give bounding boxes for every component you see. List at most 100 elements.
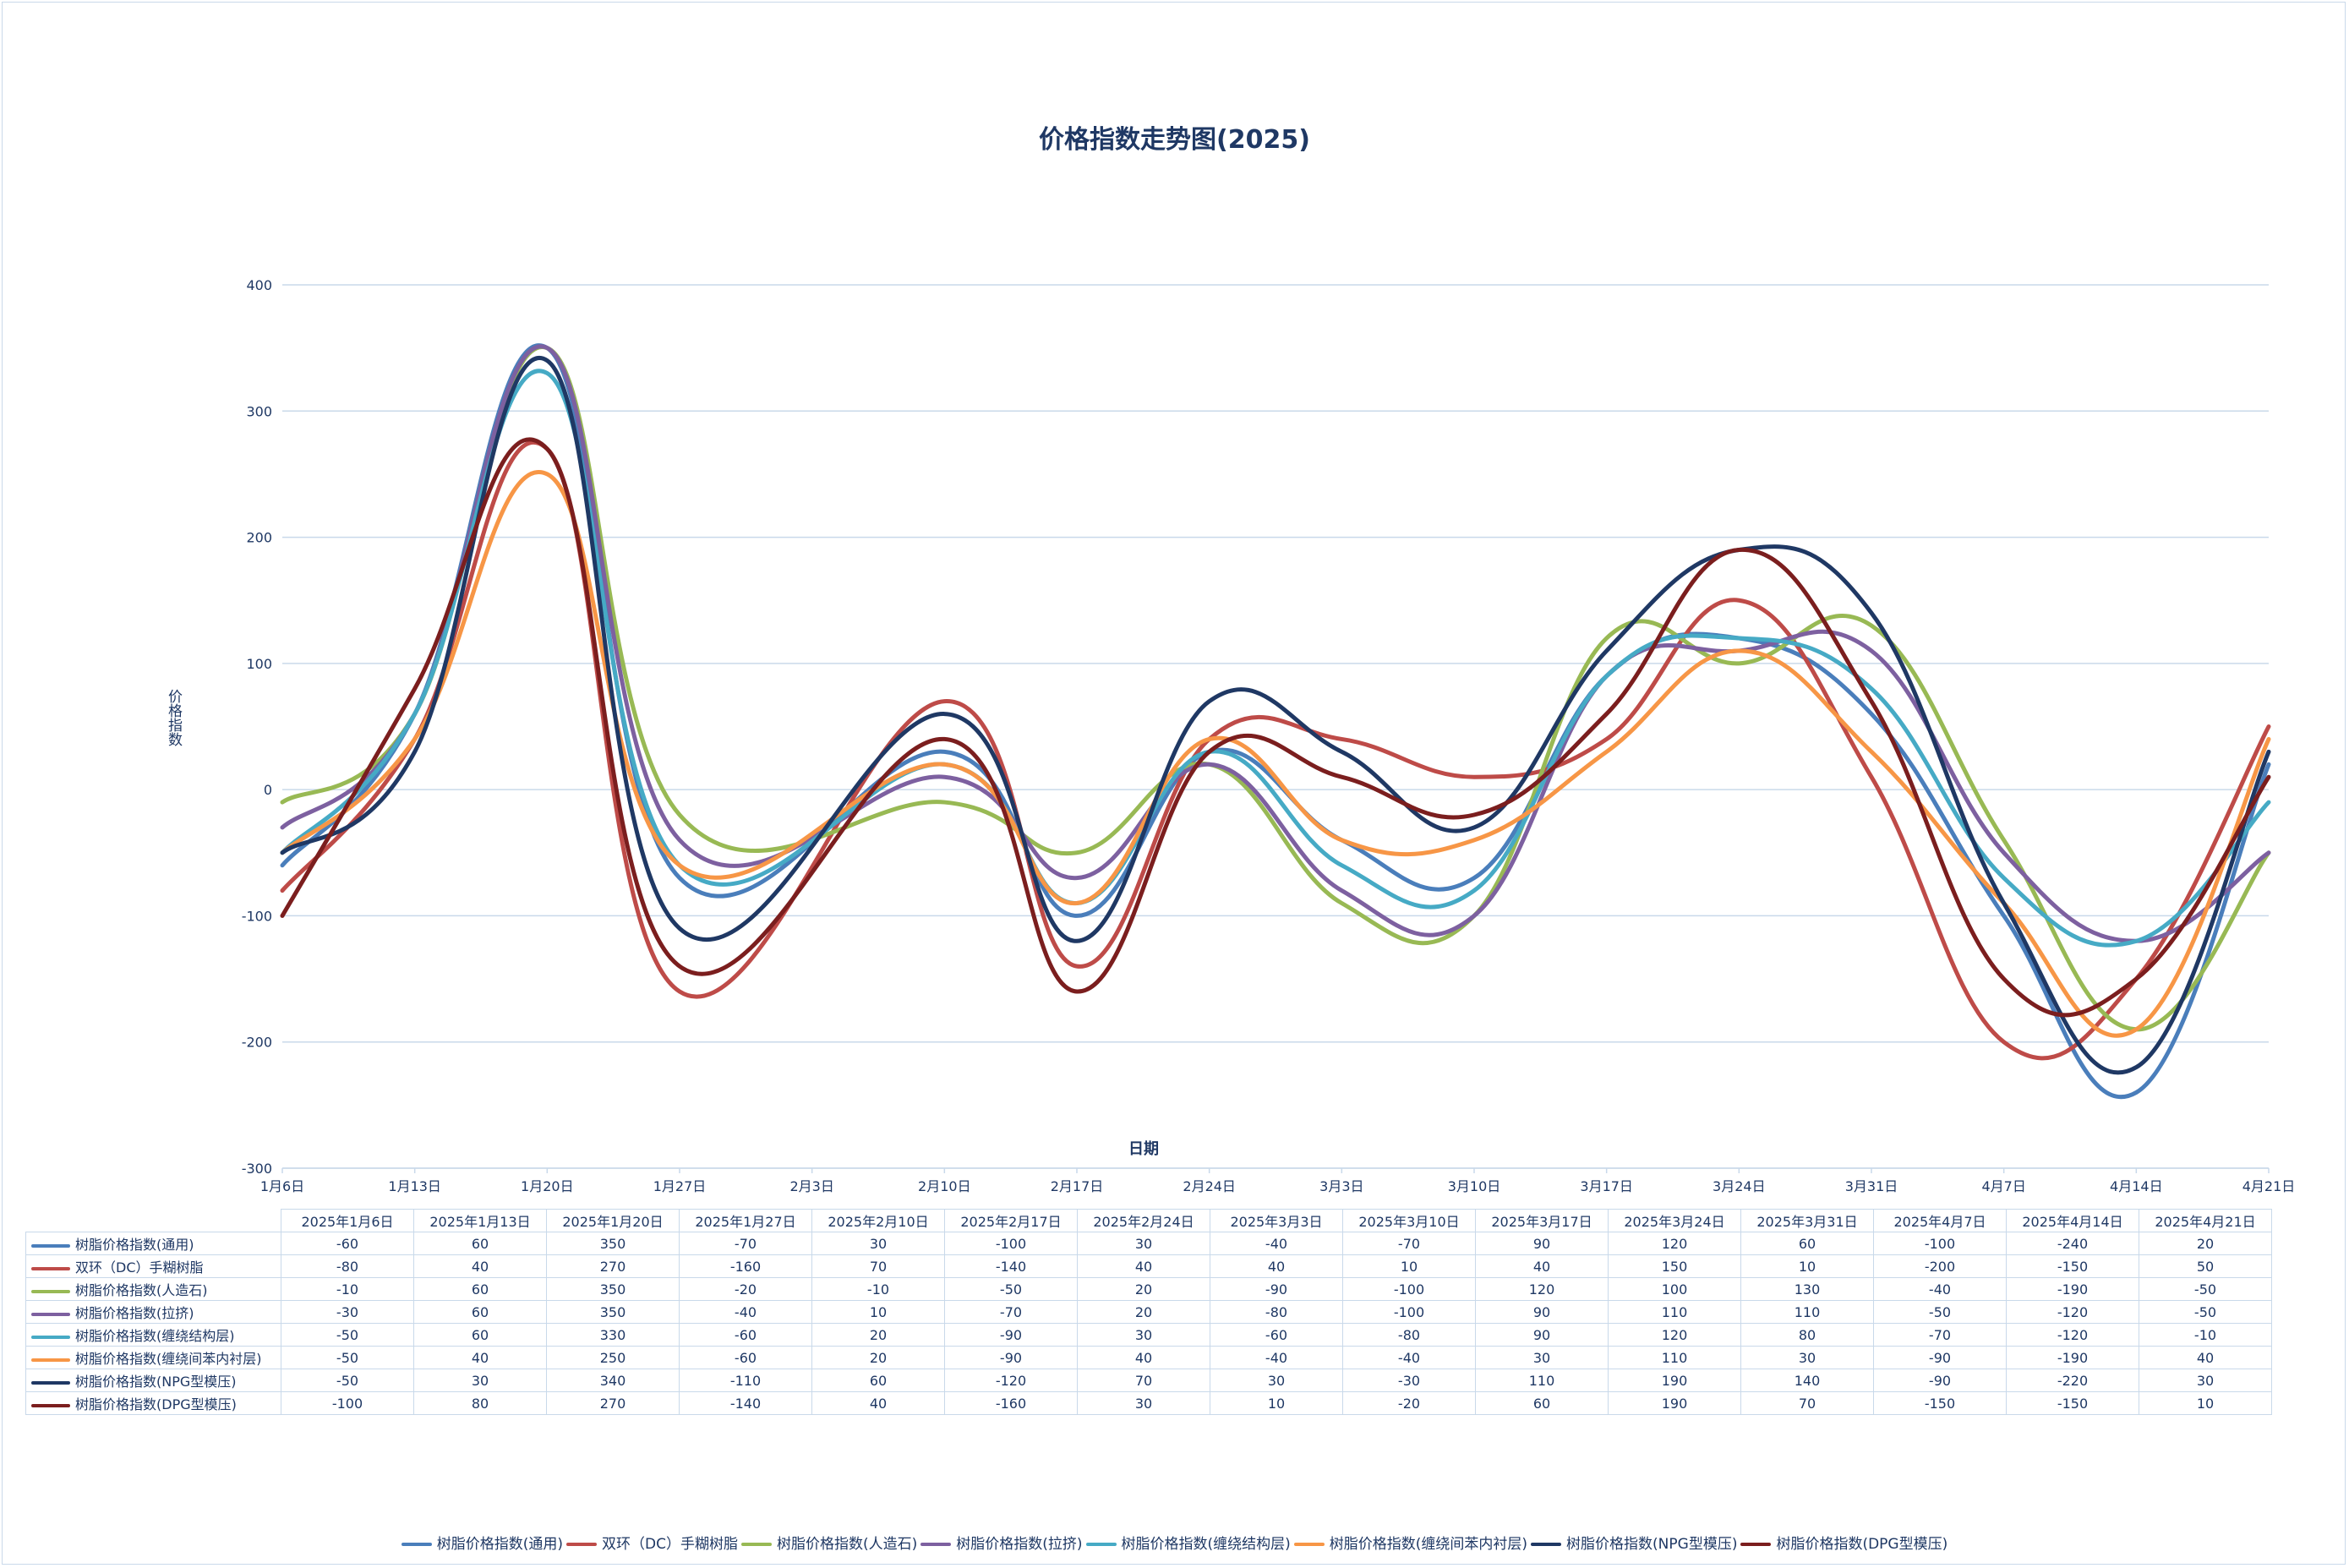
series-swatch <box>31 1403 70 1407</box>
table-cell: -40 <box>1210 1232 1343 1255</box>
table-cell: -60 <box>281 1232 414 1255</box>
series-swatch <box>31 1380 70 1385</box>
table-cell: 330 <box>546 1323 680 1347</box>
table-cell: 40 <box>1077 1254 1210 1278</box>
series-swatch <box>31 1243 70 1248</box>
table-cell: -60 <box>679 1346 812 1369</box>
x-tick-label: 2月17日 <box>1051 1178 1104 1194</box>
table-cell: 40 <box>413 1254 547 1278</box>
table-cell: -50 <box>281 1346 414 1369</box>
table-cell: 40 <box>413 1346 547 1369</box>
table-cell: 30 <box>2139 1369 2272 1392</box>
table-cell: 120 <box>1608 1232 1741 1255</box>
table-cell: 60 <box>413 1300 547 1324</box>
legend-item: 双环（DC）手糊树脂 <box>566 1532 738 1553</box>
table-cell: -190 <box>2006 1277 2139 1301</box>
table-cell: 110 <box>1475 1369 1609 1392</box>
x-tick-label: 4月14日 <box>2110 1178 2163 1194</box>
table-cell: -140 <box>944 1254 1078 1278</box>
line-chart: 400 300 200 100 0 -100 -200 -300 1月6日 1月13日 1月20日… <box>242 277 2296 1194</box>
table-cell: 20 <box>1077 1300 1210 1324</box>
legend-label: 树脂价格指数(NPG型模压) <box>1566 1536 1738 1553</box>
table-column-header: 2025年2月24日 <box>1077 1209 1210 1232</box>
table-column-header: 2025年3月10日 <box>1342 1209 1476 1232</box>
table-cell: 80 <box>1740 1323 1874 1347</box>
table-cell: 10 <box>811 1300 945 1324</box>
table-cell: -90 <box>944 1346 1078 1369</box>
table-cell: 30 <box>1077 1232 1210 1255</box>
table-cell: -200 <box>1873 1254 2007 1278</box>
y-axis-label: 价格指数 <box>165 689 182 746</box>
legend-label: 树脂价格指数(DPG型模压) <box>1776 1536 1948 1553</box>
table-cell: 40 <box>1077 1346 1210 1369</box>
table-cell: 30 <box>413 1369 547 1392</box>
y-tick-label: 300 <box>246 403 272 419</box>
series-line-4 <box>280 344 2271 943</box>
legend-label: 树脂价格指数(缠绕间苯内衬层) <box>1329 1536 1528 1553</box>
legend-swatch <box>1085 1543 1117 1546</box>
table-cell: 50 <box>2139 1254 2272 1278</box>
legend-item: 树脂价格指数(缠绕间苯内衬层) <box>1293 1532 1528 1553</box>
table-cell: 20 <box>2139 1232 2272 1255</box>
table-cell: 70 <box>1077 1369 1210 1392</box>
table-cell: -160 <box>944 1391 1078 1415</box>
legend-label: 双环（DC）手糊树脂 <box>602 1536 738 1553</box>
table-row-label: 树脂价格指数(缠绕间苯内衬层) <box>25 1346 281 1369</box>
table-cell: 30 <box>1740 1346 1874 1369</box>
table-row-label: 树脂价格指数(通用) <box>25 1232 281 1255</box>
table-cell: 350 <box>546 1277 680 1301</box>
table-cell: -70 <box>1342 1232 1476 1255</box>
legend-item: 树脂价格指数(拉挤) <box>920 1532 1083 1553</box>
table-cell: 70 <box>811 1254 945 1278</box>
table-cell: -150 <box>1873 1391 2007 1415</box>
table-cell: 80 <box>413 1391 547 1415</box>
table-cell: -100 <box>944 1232 1078 1255</box>
table-cell: -100 <box>281 1391 414 1415</box>
x-tick-label: 2月24日 <box>1183 1178 1236 1194</box>
table-row: 树脂价格指数(人造石) -10 60 350 -20 -10 -50 20 -90 -100 120… <box>25 1277 2272 1301</box>
table-cell: 40 <box>2139 1346 2272 1369</box>
table-cell: -40 <box>679 1300 812 1324</box>
table-cell: 340 <box>546 1369 680 1392</box>
table-cell: -80 <box>281 1254 414 1278</box>
table-cell: 100 <box>1608 1277 1741 1301</box>
table-cell: -30 <box>281 1300 414 1324</box>
table-cell: 250 <box>546 1346 680 1369</box>
legend-label: 树脂价格指数(缠绕结构层) <box>1121 1536 1291 1553</box>
table-cell: 60 <box>413 1323 547 1347</box>
table-cell: -50 <box>944 1277 1078 1301</box>
x-tick-label: 3月17日 <box>1580 1178 1633 1194</box>
table-cell: -160 <box>679 1254 812 1278</box>
x-tick-label: 1月13日 <box>388 1178 441 1194</box>
x-tick-label: 2月3日 <box>789 1178 833 1194</box>
legend-label: 树脂价格指数(通用) <box>436 1536 564 1553</box>
legend-item: 树脂价格指数(NPG型模压) <box>1531 1532 1737 1553</box>
table-column-header: 2025年1月20日 <box>546 1209 680 1232</box>
table-column-header: 2025年3月3日 <box>1210 1209 1343 1232</box>
table-column-header: 2025年1月13日 <box>413 1209 547 1232</box>
legend-item: 树脂价格指数(通用) <box>401 1532 564 1553</box>
table-cell: -120 <box>944 1369 1078 1392</box>
x-tick-label: 1月27日 <box>653 1178 707 1194</box>
series-swatch <box>31 1289 70 1293</box>
table-cell: -100 <box>1873 1232 2007 1255</box>
chart-title: 价格指数走势图(2025) <box>1039 125 1310 155</box>
chart-legend: 树脂价格指数(通用) 双环（DC）手糊树脂 树脂价格指数(人造石) 树脂价格指数(拉挤… <box>0 1532 2349 1553</box>
series-swatch <box>31 1358 70 1362</box>
table-cell: -120 <box>2006 1300 2139 1324</box>
table-cell: 70 <box>1740 1391 1874 1415</box>
x-tick-label: 3月31日 <box>1845 1178 1898 1194</box>
table-cell: 90 <box>1475 1232 1609 1255</box>
y-tick-label: -200 <box>242 1035 272 1051</box>
table-cell: -20 <box>679 1277 812 1301</box>
table-row: 树脂价格指数(通用) -60 60 350 -70 30 -100 30 -40 -70 90 120… <box>25 1232 2272 1255</box>
y-tick-label: 400 <box>246 277 272 293</box>
table-cell: 90 <box>1475 1323 1609 1347</box>
table-row-label: 树脂价格指数(DPG型模压) <box>25 1391 281 1415</box>
table-cell: -50 <box>281 1369 414 1392</box>
table-row: 双环（DC）手糊树脂 -80 40 270 -160 70 -140 40 40 10 40 150 1… <box>25 1254 2272 1278</box>
table-cell: -220 <box>2006 1369 2139 1392</box>
table-cell: 350 <box>546 1232 680 1255</box>
table-cell: -20 <box>1342 1391 1476 1415</box>
table-cell: -70 <box>944 1300 1078 1324</box>
